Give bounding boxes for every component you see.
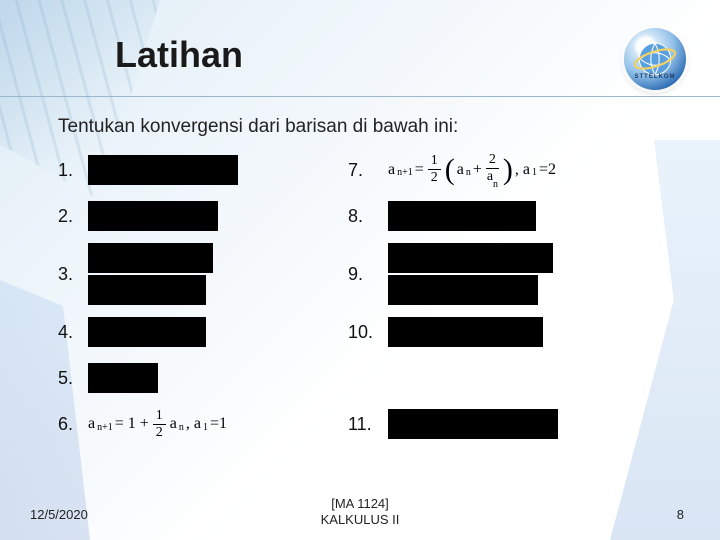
footer-course-name: KALKULUS II [0, 512, 720, 528]
item-content-right [388, 199, 648, 233]
exercise-row: 6.an+1 = 1 + 12 an , a1=1 11. [58, 406, 668, 442]
exercise-row: 4. 10. [58, 314, 668, 350]
item-content-left [88, 361, 348, 395]
item-content-left [88, 199, 348, 233]
logo-badge [624, 28, 686, 90]
item-number: 3. [58, 264, 88, 285]
slide: Latihan STTELKOM Tentukan konvergensi da… [0, 0, 720, 540]
item-number: 8. [348, 206, 388, 227]
item-number: 6. [58, 414, 88, 435]
exercise-grid: 1. 7.an+1 = 12(an + 2an) , a1=2 2. 8. 3. 9. 4.… [58, 152, 668, 452]
item-number: 7. [348, 160, 388, 181]
redacted-content [388, 201, 536, 231]
formula-item-7: an+1 = 12(an + 2an) , a1=2 [388, 153, 556, 187]
item-number: 11. [348, 414, 388, 435]
footer-course-code: [MA 1124] [0, 496, 720, 512]
item-content-left [88, 153, 348, 187]
redacted-content [88, 317, 206, 347]
item-number: 1. [58, 160, 88, 181]
formula-item-6: an+1 = 1 + 12 an , a1=1 [88, 409, 227, 440]
page-title: Latihan [115, 34, 243, 76]
exercise-row: 3. 9. [58, 244, 668, 304]
redacted-content [88, 155, 238, 185]
redacted-content [388, 317, 543, 347]
redacted-content [388, 243, 553, 273]
item-content-right: an+1 = 12(an + 2an) , a1=2 [388, 153, 648, 187]
exercise-row: 5. [58, 360, 668, 396]
item-content-right [388, 361, 648, 395]
item-number: 5. [58, 368, 88, 389]
item-content-right [388, 407, 648, 441]
item-number: 4. [58, 322, 88, 343]
footer-page-number: 8 [677, 507, 684, 522]
item-content-left: an+1 = 1 + 12 an , a1=1 [88, 407, 348, 441]
redacted-content [88, 201, 218, 231]
item-number: 9. [348, 264, 388, 285]
item-content-left [88, 257, 348, 291]
footer-course: [MA 1124] KALKULUS II [0, 496, 720, 529]
item-content-left [88, 315, 348, 349]
redacted-content [388, 275, 538, 305]
redacted-content [88, 275, 206, 305]
exercise-row: 1. 7.an+1 = 12(an + 2an) , a1=2 [58, 152, 668, 188]
redacted-content [388, 409, 558, 439]
redacted-content [88, 363, 158, 393]
item-number: 10. [348, 322, 388, 343]
exercise-row: 2. 8. [58, 198, 668, 234]
title-divider [0, 96, 720, 97]
redacted-content [88, 243, 213, 273]
item-number: 2. [58, 206, 88, 227]
item-content-right [388, 315, 648, 349]
logo-text: STTELKOM [624, 74, 686, 80]
item-content-right [388, 257, 648, 291]
instruction-text: Tentukan konvergensi dari barisan di baw… [58, 116, 458, 138]
